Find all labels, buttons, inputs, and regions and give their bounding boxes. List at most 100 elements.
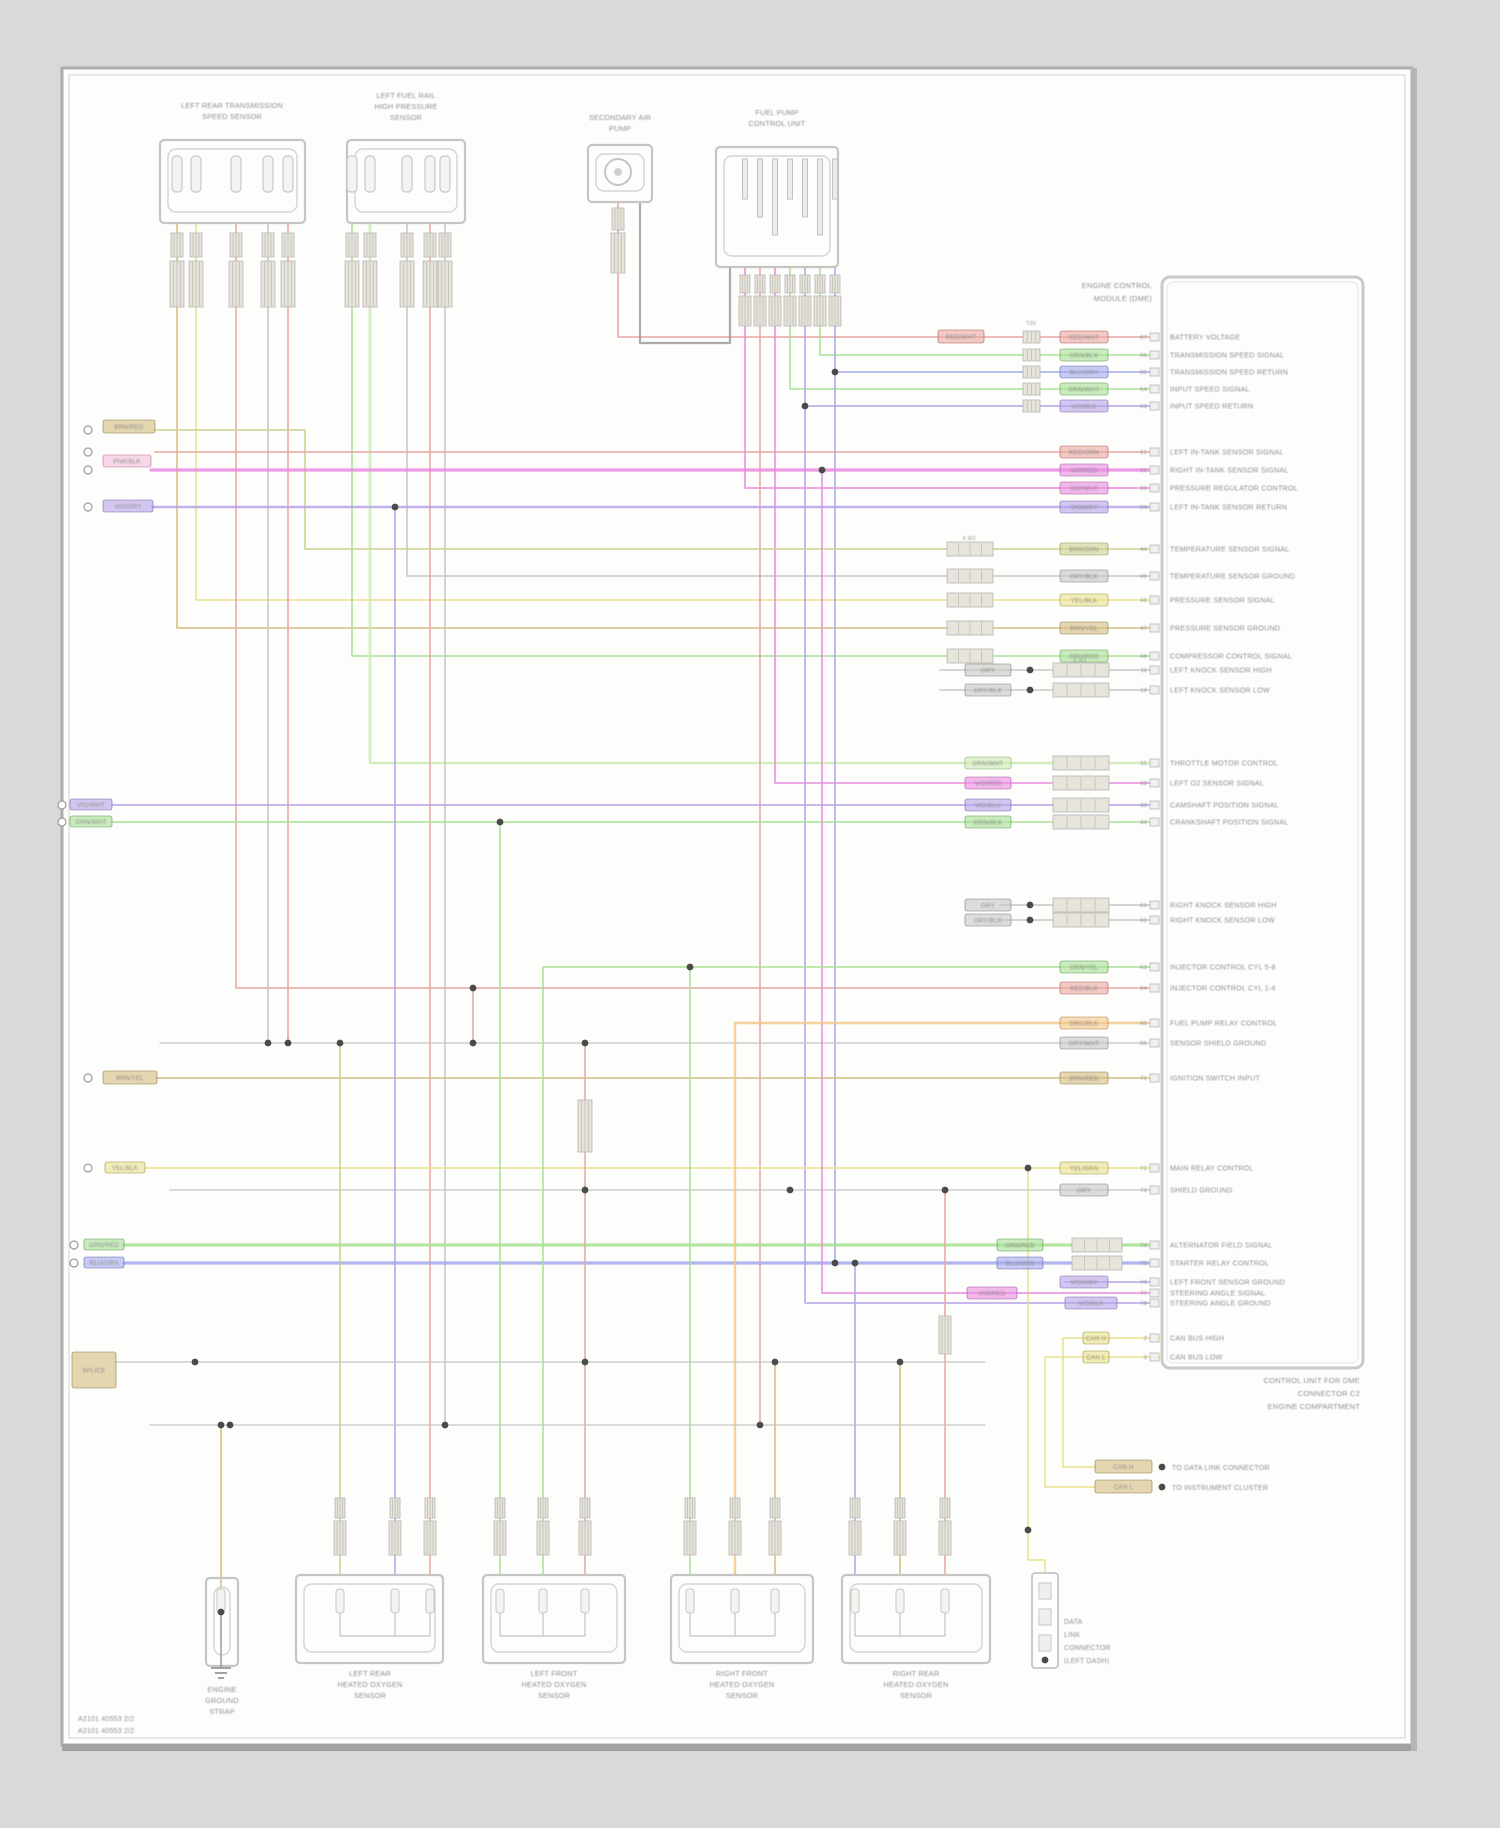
wire-label-chip bbox=[996, 1256, 1044, 1270]
splice-dot-icon bbox=[441, 1421, 449, 1429]
component-inner-housing bbox=[303, 1583, 436, 1653]
module-pin-label: PRESSURE SENSOR SIGNAL bbox=[1170, 596, 1275, 605]
module-pin-label: INPUT SPEED SIGNAL bbox=[1170, 385, 1250, 394]
wire-magenta bbox=[821, 469, 1153, 1294]
wire-label-chip bbox=[1059, 463, 1109, 477]
module-pin-tick bbox=[1149, 401, 1160, 411]
splice-dot-icon bbox=[284, 1039, 292, 1047]
wire-label-chip bbox=[1059, 445, 1109, 459]
wire-label-chip bbox=[964, 815, 1012, 829]
annotation-text: X 9/2 bbox=[962, 536, 976, 542]
wire-label-text: CAN H bbox=[1113, 1464, 1133, 1471]
module-pin-number: 61 bbox=[1140, 903, 1147, 909]
wire-label-chip bbox=[83, 1238, 125, 1251]
module-pin-tick bbox=[1149, 544, 1160, 554]
module-pin-label: SENSOR SHIELD GROUND bbox=[1170, 1039, 1266, 1048]
wire-label-text: YEL/BLK bbox=[112, 1165, 139, 1172]
wire-label-text: BLU/GRN bbox=[1006, 1260, 1035, 1267]
wire-label-chip bbox=[964, 898, 1012, 912]
module-pin-label: FUEL PUMP RELAY CONTROL bbox=[1170, 1019, 1277, 1028]
relay-pin-icon bbox=[742, 158, 748, 200]
module-pin-label: RIGHT IN-TANK SENSOR SIGNAL bbox=[1170, 466, 1289, 475]
module-pin-label: RIGHT KNOCK SENSOR HIGH bbox=[1170, 901, 1277, 910]
splice-dot-icon bbox=[1026, 686, 1034, 694]
annotation-text: ENGINE COMPARTMENT bbox=[1268, 1402, 1361, 1411]
module-pin-tick bbox=[1149, 1038, 1160, 1048]
module-pin-label: IGNITION SWITCH INPUT bbox=[1170, 1074, 1260, 1083]
module-pin-number: 2 bbox=[1144, 1336, 1147, 1342]
connector-pin-icon bbox=[230, 155, 242, 193]
component-inner-housing bbox=[167, 148, 298, 213]
wire-yellow bbox=[195, 222, 1153, 601]
module-pin-label: LEFT IN-TANK SENSOR RETURN bbox=[1170, 503, 1287, 512]
module-pin-tick bbox=[1149, 900, 1160, 910]
splice-dot-icon bbox=[581, 1358, 589, 1366]
module-pin-tick bbox=[1149, 1333, 1160, 1343]
module-pin-label: TEMPERATURE SENSOR SIGNAL bbox=[1170, 545, 1290, 554]
component-box bbox=[294, 1573, 445, 1665]
splice-dot-icon bbox=[217, 1421, 225, 1429]
wire-label-text: GRN/WHT bbox=[973, 760, 1004, 767]
annotation-text: X 9/1 bbox=[1073, 658, 1087, 664]
relay-pin-icon bbox=[817, 158, 823, 236]
offpage-connector-icon bbox=[69, 1258, 79, 1268]
module-pin-number: 55 bbox=[1140, 370, 1147, 376]
connector-pin-icon bbox=[364, 155, 376, 193]
wire-label-chip bbox=[69, 815, 113, 828]
wire-yellow bbox=[1062, 1337, 1163, 1468]
wire-label-chip bbox=[102, 419, 156, 434]
component-label: LEFT REAR TRANSMISSION bbox=[181, 101, 283, 110]
offpage-connector-icon bbox=[83, 447, 93, 457]
module-pin-tick bbox=[1149, 447, 1160, 457]
module-pin-tick bbox=[1149, 1185, 1160, 1195]
module-pin-tick bbox=[1149, 817, 1160, 827]
wire-tan bbox=[176, 222, 1153, 629]
component-label: GROUND bbox=[205, 1696, 239, 1705]
component-label: SPEED SENSOR bbox=[202, 112, 262, 121]
wire-label-text: VIO/RED bbox=[979, 1290, 1006, 1297]
wire-label-chip bbox=[104, 1161, 146, 1174]
wire-label-text: GRY bbox=[981, 902, 995, 909]
offpage-connector-icon bbox=[69, 1240, 79, 1250]
wire-label-text: VIO/GRY bbox=[1070, 504, 1097, 511]
component-label: SENSOR bbox=[726, 1691, 758, 1700]
module-pin-label: TRANSMISSION SPEED RETURN bbox=[1170, 368, 1288, 377]
module-pin-number: 62 bbox=[1140, 918, 1147, 924]
component-label: HEATED OXYGEN bbox=[710, 1680, 775, 1689]
component-inner-housing bbox=[678, 1583, 806, 1653]
module-pin-tick bbox=[1149, 1258, 1160, 1268]
splice-dot-icon bbox=[1026, 916, 1034, 924]
splice-dot-icon bbox=[469, 984, 477, 992]
component-inner-housing bbox=[490, 1583, 618, 1653]
module-pin-tick bbox=[1149, 623, 1160, 633]
wire-label-chip bbox=[964, 683, 1012, 697]
wire-label-chip bbox=[1059, 382, 1109, 396]
module-pin-tick bbox=[1149, 332, 1160, 342]
wire-label-text: RED/WHT bbox=[1069, 334, 1099, 341]
connector-pin-icon bbox=[425, 1588, 435, 1614]
module-pin-tick bbox=[1149, 758, 1160, 768]
wire-orange bbox=[733, 1021, 1154, 1577]
connector-pin-icon bbox=[580, 1588, 590, 1614]
component-inner-housing bbox=[723, 155, 831, 257]
connector-pin-icon bbox=[335, 1588, 345, 1614]
module-pin-tick bbox=[1149, 595, 1160, 605]
wire-label-text: CAN H bbox=[1086, 1335, 1106, 1342]
connector-pin-icon bbox=[424, 155, 436, 193]
wire-label-chip bbox=[937, 329, 985, 344]
offpage-connector-icon bbox=[83, 465, 93, 475]
motor-icon bbox=[604, 158, 632, 186]
wire-label-text: VIO/BLK bbox=[1078, 1300, 1104, 1307]
module-pin-label: TRANSMISSION SPEED SIGNAL bbox=[1170, 351, 1284, 360]
module-pin-label: INPUT SPEED RETURN bbox=[1170, 402, 1253, 411]
module-pin-label: LEFT KNOCK SENSOR LOW bbox=[1170, 686, 1270, 695]
component-label: HEATED OXYGEN bbox=[522, 1680, 587, 1689]
wire-label-text: RED/WHT bbox=[946, 334, 976, 341]
module-pin-number: 78 bbox=[1140, 1301, 1147, 1307]
offpage-connector-icon bbox=[83, 1163, 93, 1173]
module-pin-label: THROTTLE MOTOR CONTROL bbox=[1170, 759, 1278, 768]
module-pin-label: LEFT KNOCK SENSOR HIGH bbox=[1170, 666, 1272, 675]
wire-label-chip bbox=[1059, 348, 1109, 362]
wire-label-text: GRN/RED bbox=[1069, 653, 1099, 660]
wire-label-chip bbox=[1059, 500, 1109, 514]
